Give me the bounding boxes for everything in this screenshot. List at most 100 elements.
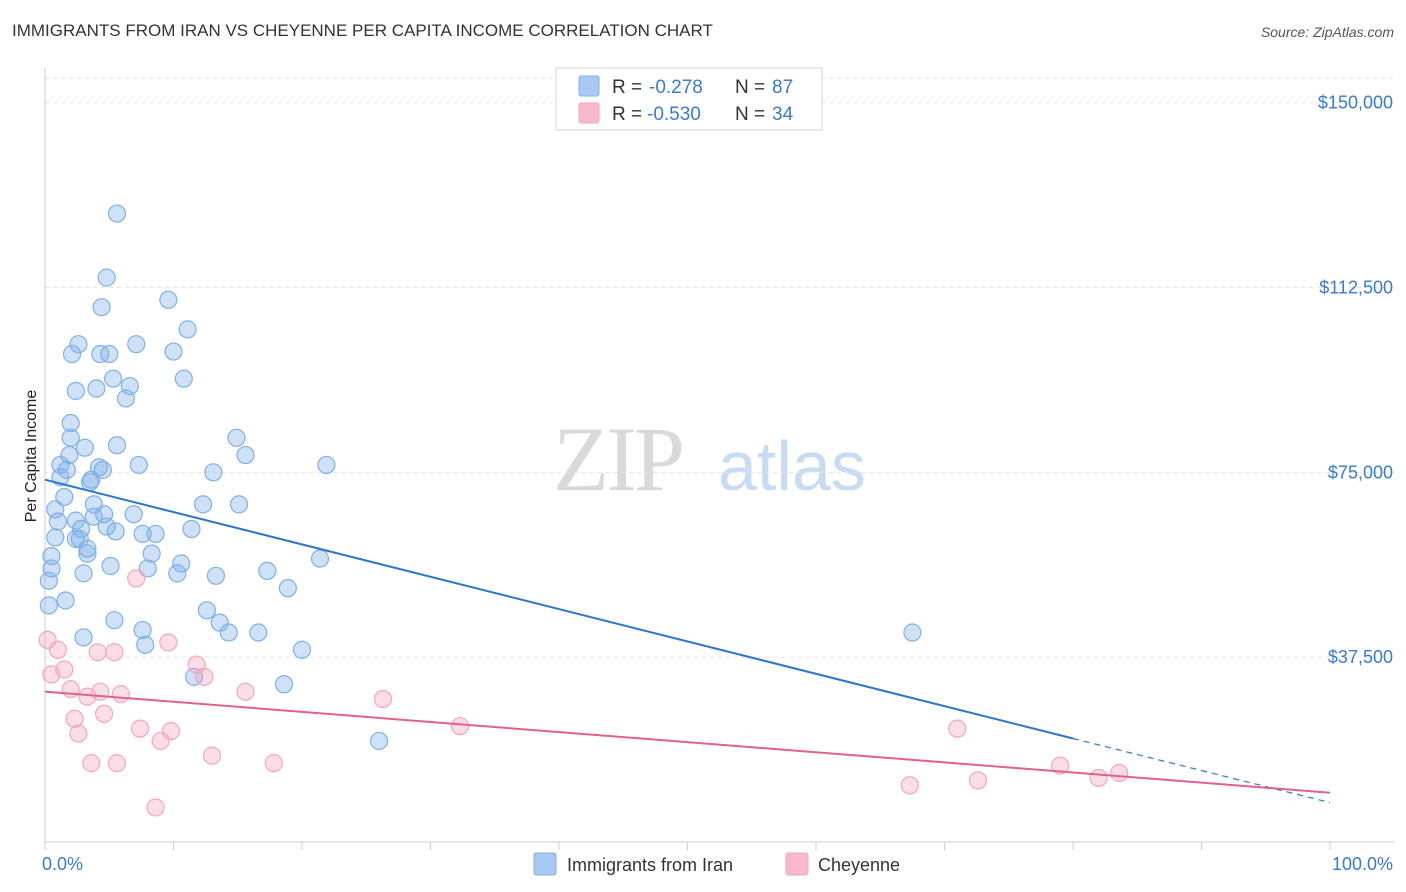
data-point [104,369,123,388]
data-point [75,438,94,457]
data-point [78,539,97,558]
data-point [127,569,146,588]
data-point [278,579,297,598]
trend-layer [44,478,1331,804]
data-point [161,721,181,741]
data-point [74,628,93,647]
grid-lines [45,77,1395,658]
data-point [159,633,178,652]
data-point [60,445,79,465]
data-point [55,660,74,679]
data-point [111,685,130,704]
chart-title: IMMIGRANTS FROM IRAN VS CHEYENNE PER CAP… [12,21,713,40]
data-point [174,369,193,388]
data-point [197,601,217,620]
data-point [450,717,470,736]
data-point [900,776,919,795]
data-point [87,379,106,398]
data-point [65,709,84,728]
data-point [317,455,336,475]
data-point [142,544,161,563]
data-point [130,719,150,738]
data-point [46,528,65,547]
data-point [91,682,110,701]
y-tick-label: $150,000 [1318,93,1393,113]
data-point [292,640,312,659]
data-point [202,746,222,765]
data-point [219,623,238,642]
bottom-legend-label-iran: Immigrants from Iran [567,855,733,875]
bottom-legend-swatch-iran [533,852,557,876]
legend-n-value-iran: 87 [772,77,793,98]
data-point [48,640,67,659]
data-point [107,204,127,223]
legend-n-label-iran: N = [735,77,765,98]
data-point [948,719,967,738]
data-point [182,519,201,539]
series-iran [39,204,922,751]
trend-line-iran [44,478,1074,740]
watermark-atlas: atlas [718,427,866,505]
data-point [204,463,223,482]
data-point [373,689,393,709]
tick-labels: $37,500 $75,000 $112,500 $150,000 0.0% 100.0% [42,93,1393,874]
data-point [93,460,112,479]
data-point [106,522,125,541]
data-point [69,724,88,743]
data-point [136,635,155,654]
data-point [48,512,67,531]
data-point [62,344,82,364]
bottom-legend-label-cheyenne: Cheyenne [818,855,900,875]
data-point [105,643,124,662]
data-point [146,798,165,817]
bottom-legend-swatch-cheyenne [785,852,809,876]
data-point [97,517,116,536]
bottom-legend: Immigrants from Iran Cheyenne [533,852,900,876]
y-tick-label: $75,000 [1328,462,1393,482]
data-point [236,445,255,465]
data-point [1089,768,1108,788]
data-point [206,566,226,585]
data-point [138,559,157,578]
data-point [227,428,246,447]
series-cheyenne [38,569,1129,817]
data-point [164,342,183,361]
data-point [57,460,76,479]
data-point [370,731,389,751]
data-point [97,268,116,287]
data-point [1051,756,1070,775]
data-point [903,623,922,642]
data-point [107,436,127,455]
x-tick-label: 0.0% [42,854,83,874]
legend-n-label-cheyenne: N = [735,104,765,125]
data-point [105,611,124,630]
x-tick-label: 100.0% [1332,854,1393,874]
data-point [61,413,80,433]
data-point [159,290,178,309]
data-point [70,529,89,548]
data-point [264,754,283,773]
data-point [69,335,88,354]
data-point [193,495,213,514]
data-point [146,524,165,544]
data-point [100,344,119,364]
legend-r-value-cheyenne: -0.530 [647,104,701,125]
data-point [168,564,187,583]
trend-line-cheyenne [44,690,1331,794]
data-point [274,675,294,694]
data-point [42,559,61,578]
legend-r-value-iran: -0.278 [649,77,703,98]
data-point [310,549,330,568]
data-point [66,381,85,401]
data-point [82,754,101,773]
data-point [968,771,988,790]
data-point [124,505,143,524]
legend-r-label-cheyenne: R = [612,104,642,125]
data-point [66,529,85,548]
data-point [71,519,91,539]
y-axis-label: Per Capita Income [23,390,40,523]
legend-n-value-cheyenne: 34 [772,104,794,125]
data-point [120,376,139,396]
data-point [107,754,127,773]
